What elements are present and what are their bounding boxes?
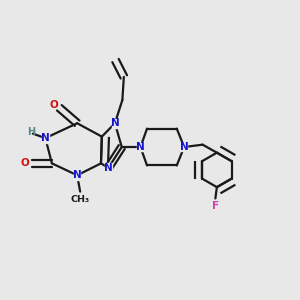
Bar — [105, 164, 112, 172]
Text: O: O — [21, 158, 29, 168]
Text: N: N — [73, 170, 82, 180]
Text: F: F — [212, 201, 219, 211]
Text: N: N — [136, 142, 145, 152]
Bar — [181, 142, 188, 152]
Text: O: O — [50, 100, 58, 110]
Bar — [74, 171, 80, 180]
Bar — [112, 119, 118, 128]
Bar — [42, 134, 49, 142]
Text: N: N — [180, 142, 189, 152]
Text: CH₃: CH₃ — [70, 195, 90, 204]
Bar — [137, 142, 144, 152]
Text: N: N — [41, 133, 50, 143]
Text: H: H — [27, 127, 35, 136]
Text: N: N — [111, 118, 119, 128]
Text: N: N — [104, 163, 113, 173]
